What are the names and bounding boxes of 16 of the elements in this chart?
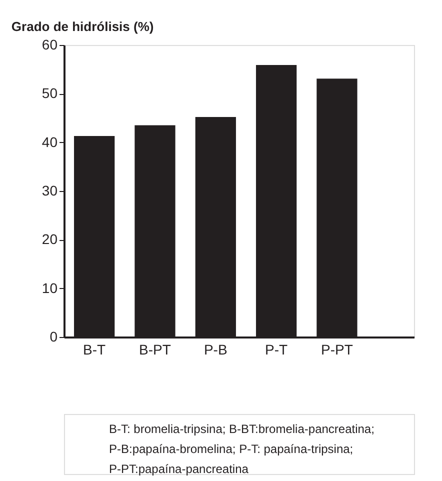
y-tick-label: 20 [42,231,58,248]
text: P-B:papaína-bromelina; P-T: papaína-tripsina; [109,442,354,456]
y-tick-label: 0 [50,328,58,344]
y-tick-label: 60 [42,36,58,52]
x-tick-label: B-PT [139,342,172,358]
x-tick-label: B-T [83,342,106,358]
text: B-T: bromelia-tripsina; B-BT:bromelia-pancreatina; [109,422,374,436]
y-tick-label: 30 [42,182,58,198]
x-tick-label: P-T [265,342,288,358]
x-tick-label: P-B [204,342,228,358]
x-tick-label: P-PT [321,342,354,358]
y-tick-label: 50 [42,85,58,102]
y-tick-label: 40 [42,134,58,150]
chart-title: Grado de hidrólisis (%) [11,19,154,34]
y-tick-label: 10 [42,280,58,296]
text: P-PT:papaína-pancreatina [109,462,249,476]
